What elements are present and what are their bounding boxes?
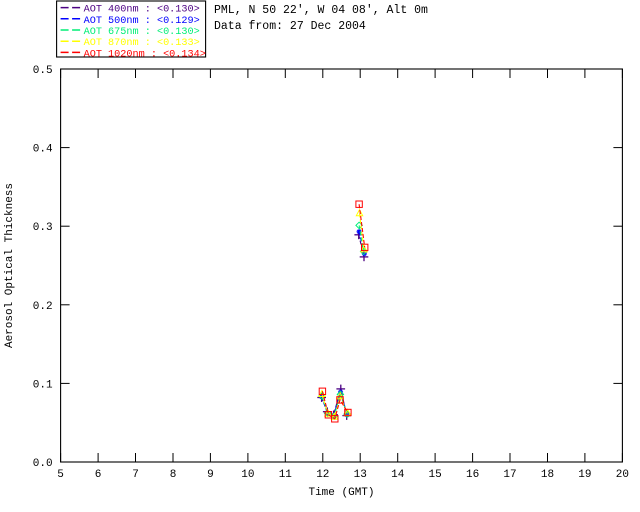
svg-text:AOT 870nm : <0.133>: AOT 870nm : <0.133> (84, 38, 200, 49)
svg-text:13: 13 (354, 469, 367, 481)
svg-text:0.1: 0.1 (33, 379, 53, 391)
svg-text:8: 8 (170, 469, 177, 481)
svg-text:14: 14 (391, 469, 405, 481)
svg-text:7: 7 (132, 469, 139, 481)
svg-text:0.4: 0.4 (33, 144, 53, 156)
svg-text:10: 10 (241, 469, 254, 481)
svg-text:6: 6 (95, 469, 102, 481)
svg-text:5: 5 (57, 469, 64, 481)
svg-text:0.5: 0.5 (33, 65, 53, 77)
svg-text:Time (GMT): Time (GMT) (308, 487, 374, 499)
svg-text:PML, N 50 22', W 04 08', Alt 0: PML, N 50 22', W 04 08', Alt 0m (214, 4, 428, 17)
svg-text:15: 15 (428, 469, 441, 481)
svg-text:20: 20 (616, 469, 629, 481)
svg-text:19: 19 (578, 469, 591, 481)
svg-text:0.0: 0.0 (33, 458, 53, 470)
svg-text:18: 18 (541, 469, 554, 481)
svg-text:Data from: 27 Dec 2004: Data from: 27 Dec 2004 (214, 20, 366, 33)
svg-text:9: 9 (207, 469, 214, 481)
svg-text:0.3: 0.3 (33, 222, 53, 234)
svg-text:17: 17 (503, 469, 516, 481)
svg-text:AOT 1020nm : <0.134>: AOT 1020nm : <0.134> (84, 49, 206, 60)
svg-text:0.2: 0.2 (33, 301, 53, 313)
svg-text:Aerosol Optical Thickness: Aerosol Optical Thickness (4, 183, 16, 348)
svg-text:12: 12 (316, 469, 329, 481)
svg-text:AOT 500nm : <0.129>: AOT 500nm : <0.129> (84, 16, 200, 27)
svg-text:AOT 675nm : <0.130>: AOT 675nm : <0.130> (84, 27, 200, 38)
svg-text:11: 11 (279, 469, 293, 481)
svg-text:16: 16 (466, 469, 479, 481)
svg-text:AOT 400nm : <0.130>: AOT 400nm : <0.130> (84, 5, 200, 16)
